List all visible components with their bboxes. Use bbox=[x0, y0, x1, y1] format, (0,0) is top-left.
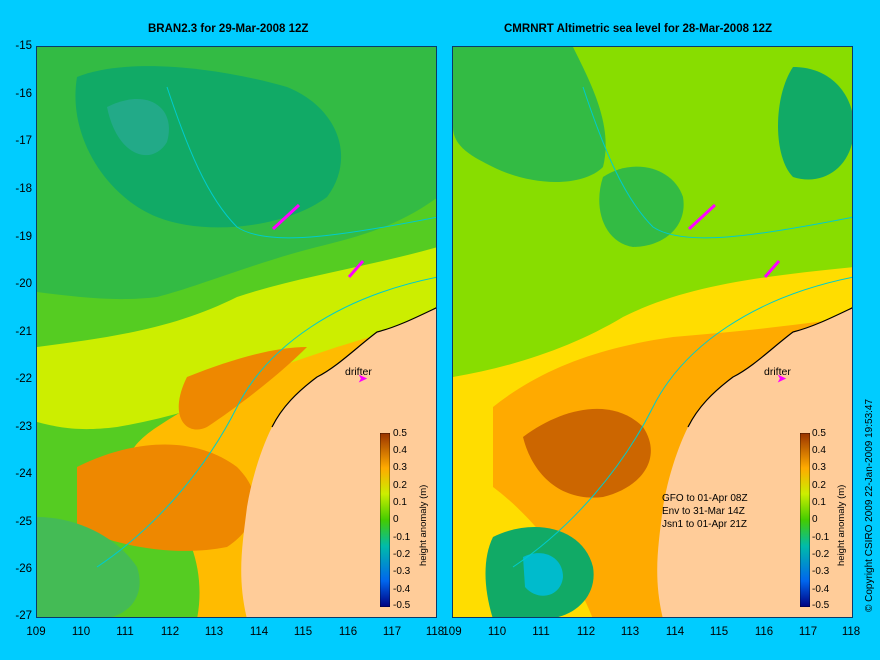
colorbar-tick: -0.4 bbox=[812, 584, 830, 595]
lat-tick: -15 bbox=[15, 40, 32, 52]
lat-tick: -18 bbox=[15, 183, 32, 195]
colorbar-tick: -0.1 bbox=[812, 532, 830, 543]
lon-tick: 115 bbox=[293, 626, 313, 638]
right-map-title: CMRNRT Altimetric sea level for 28-Mar-2… bbox=[504, 23, 773, 35]
drifter-track-1 bbox=[687, 203, 717, 231]
coast-contour-1 bbox=[166, 86, 436, 239]
coastline bbox=[271, 307, 436, 428]
lon-tick: 109 bbox=[442, 626, 462, 638]
drifter-label-right: drifter bbox=[764, 366, 791, 378]
lat-tick: -20 bbox=[15, 278, 32, 290]
coast-contour-2 bbox=[512, 276, 852, 568]
drifter-arrow-icon: ➤ bbox=[777, 373, 787, 385]
lon-tick: 114 bbox=[249, 626, 269, 638]
lon-tick: 113 bbox=[204, 626, 224, 638]
anomaly-zone-yellow bbox=[37, 247, 436, 430]
lon-tick: 116 bbox=[754, 626, 774, 638]
coastline bbox=[687, 307, 852, 428]
drifter-track-1 bbox=[271, 203, 301, 231]
anomaly-zone-green-eddy bbox=[599, 166, 684, 247]
colorbar-tick: 0.2 bbox=[393, 480, 407, 491]
satellite-note-gfo: GFO to 01-Apr 08Z bbox=[662, 493, 748, 504]
lon-tick: 110 bbox=[71, 626, 91, 638]
lon-tick: 118 bbox=[841, 626, 861, 638]
colorbar-tick: 0 bbox=[393, 514, 399, 525]
lon-tick: 112 bbox=[576, 626, 596, 638]
lat-tick: -21 bbox=[15, 326, 32, 338]
lon-tick: 117 bbox=[798, 626, 818, 638]
colorbar-tick: 0.4 bbox=[812, 445, 826, 456]
drifter-label-left: drifter bbox=[345, 366, 372, 378]
colorbar-tick: 0.4 bbox=[393, 445, 407, 456]
colorbar-gradient bbox=[800, 433, 810, 607]
colorbar-tick: 0.3 bbox=[812, 462, 826, 473]
colorbar-tick: -0.3 bbox=[812, 566, 830, 577]
lon-tick: 118 bbox=[425, 626, 445, 638]
lon-tick: 109 bbox=[26, 626, 46, 638]
lon-tick: 113 bbox=[620, 626, 640, 638]
colorbar-tick: -0.1 bbox=[393, 532, 411, 543]
copyright-note: © Copyright CSIRO 2009 22-Jan-2009 19:53… bbox=[864, 398, 875, 612]
drifter-track-2 bbox=[347, 260, 365, 278]
lon-tick: 111 bbox=[532, 626, 550, 638]
lon-tick: 112 bbox=[160, 626, 180, 638]
colorbar-tick: -0.5 bbox=[393, 600, 411, 611]
lat-tick: -22 bbox=[15, 373, 32, 385]
satellite-note-env: Env to 31-Mar 14Z bbox=[662, 506, 745, 517]
coast-contour-1 bbox=[582, 86, 852, 239]
anomaly-zone-north bbox=[453, 47, 606, 182]
colorbar-tick: -0.3 bbox=[393, 566, 411, 577]
satellite-note-jsn1: Jsn1 to 01-Apr 21Z bbox=[662, 519, 748, 530]
lat-tick: -26 bbox=[15, 563, 32, 575]
anomaly-zone-southwest bbox=[37, 517, 140, 617]
anomaly-zone-warm-eddy bbox=[77, 444, 256, 551]
left-map-panel bbox=[36, 46, 437, 618]
colorbar-tick: -0.2 bbox=[393, 549, 411, 560]
lat-tick: -19 bbox=[15, 231, 32, 243]
right-map-panel bbox=[452, 46, 853, 618]
colorbar-tick: -0.4 bbox=[393, 584, 411, 595]
left-height-anomaly-map bbox=[37, 47, 436, 617]
right-height-anomaly-map bbox=[453, 47, 852, 617]
colorbar-label: height anomaly (m) bbox=[418, 484, 429, 566]
colorbar-tick: -0.5 bbox=[812, 600, 830, 611]
lat-tick: -25 bbox=[15, 516, 32, 528]
colorbar-tick: 0 bbox=[812, 514, 818, 525]
lat-tick: -24 bbox=[15, 468, 32, 480]
lon-tick: 116 bbox=[338, 626, 358, 638]
lat-tick: -23 bbox=[15, 421, 32, 433]
lon-tick: 114 bbox=[665, 626, 685, 638]
colorbar-tick: 0.1 bbox=[812, 497, 826, 508]
lon-tick: 110 bbox=[487, 626, 507, 638]
colorbar-tick: 0.3 bbox=[393, 462, 407, 473]
colorbar-tick: 0.2 bbox=[812, 480, 826, 491]
colorbar-tick: 0.1 bbox=[393, 497, 407, 508]
drifter-track-2 bbox=[763, 260, 781, 278]
lat-tick: -27 bbox=[15, 610, 32, 622]
colorbar-tick: -0.2 bbox=[812, 549, 830, 560]
anomaly-zone-dark-orange bbox=[178, 347, 307, 430]
colorbar-tick: 0.5 bbox=[812, 428, 826, 439]
anomaly-zone-teal-core bbox=[107, 99, 169, 156]
lat-tick: -16 bbox=[15, 88, 32, 100]
anomaly-zone-dark-orange bbox=[523, 408, 651, 498]
anomaly-zone-teal bbox=[778, 67, 852, 180]
anomaly-zone-cold-core bbox=[523, 553, 563, 596]
lon-tick: 111 bbox=[116, 626, 134, 638]
colorbar-gradient bbox=[380, 433, 390, 607]
lon-tick: 117 bbox=[382, 626, 402, 638]
drifter-arrow-icon: ➤ bbox=[358, 373, 368, 385]
left-map-title: BRAN2.3 for 29-Mar-2008 12Z bbox=[148, 23, 309, 35]
colorbar-tick: 0.5 bbox=[393, 428, 407, 439]
coast-contour-2 bbox=[96, 276, 436, 568]
colorbar-label: height anomaly (m) bbox=[836, 484, 847, 566]
lat-tick: -17 bbox=[15, 135, 32, 147]
lon-tick: 115 bbox=[709, 626, 729, 638]
